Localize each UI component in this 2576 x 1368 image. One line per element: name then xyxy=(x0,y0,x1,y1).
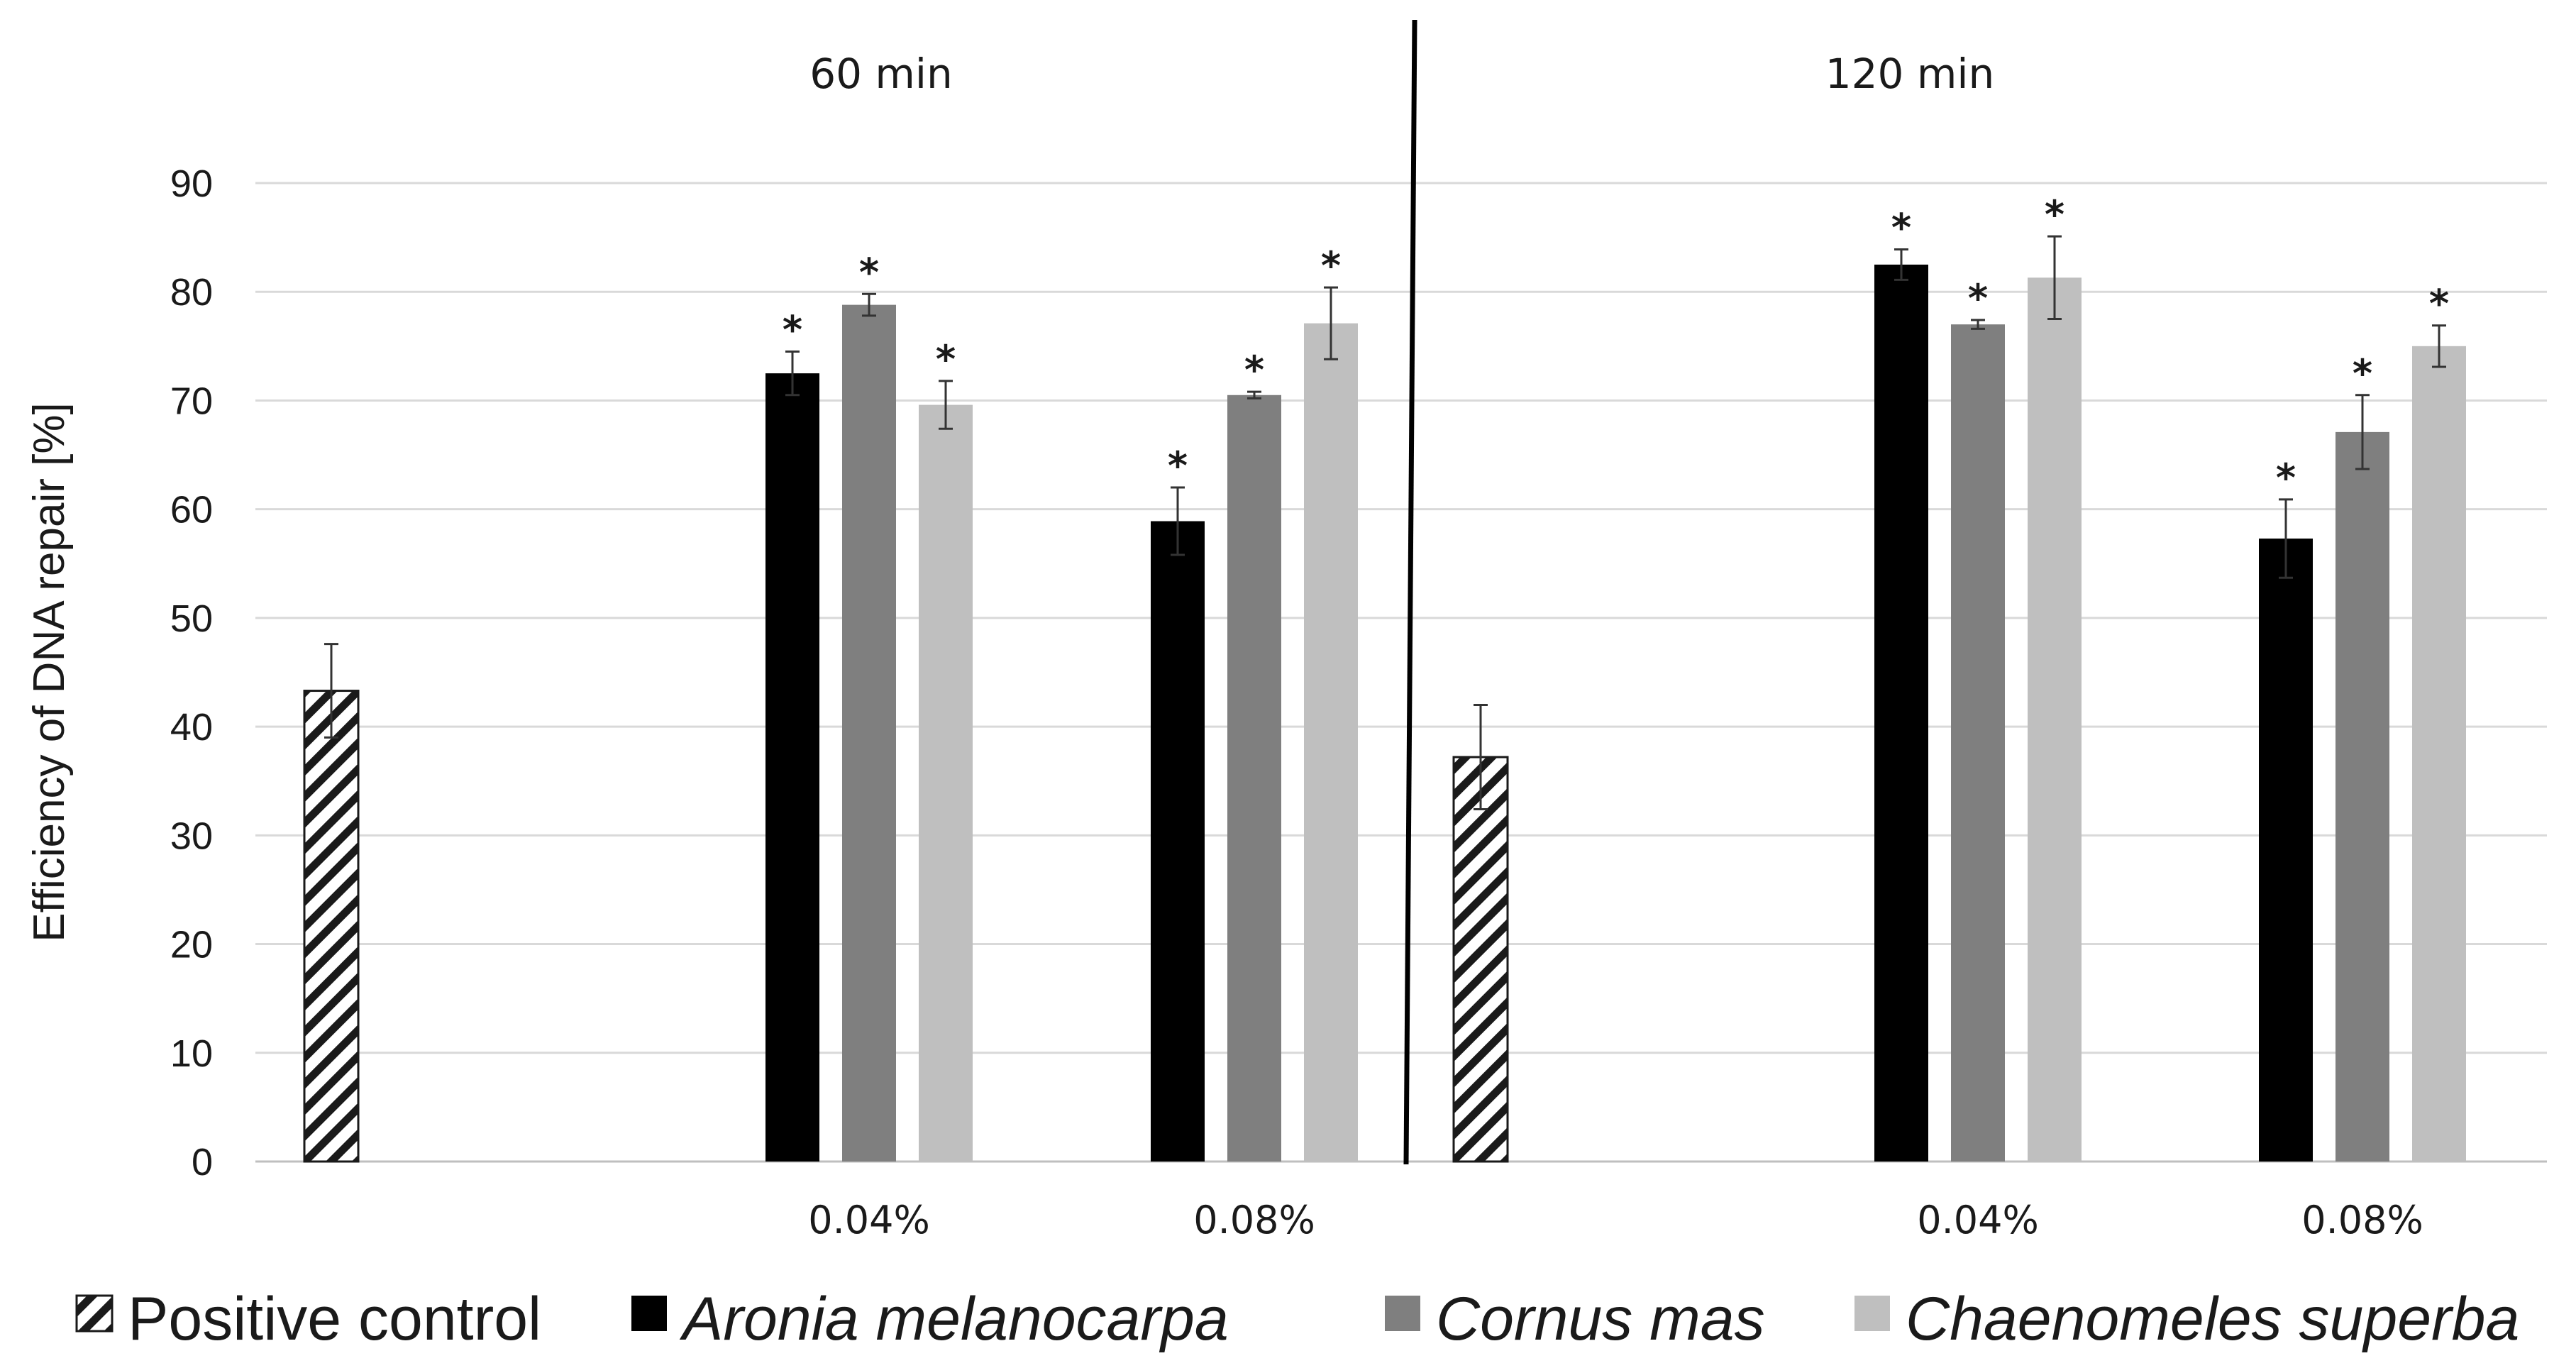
significance-marker: * xyxy=(2276,456,2296,500)
bar xyxy=(2028,277,2082,1162)
bar xyxy=(1151,521,1205,1162)
significance-marker: * xyxy=(1891,205,1911,250)
y-tick-label: 90 xyxy=(170,162,213,205)
panel-label: 60 min xyxy=(809,50,953,98)
significance-marker: * xyxy=(1321,243,1341,288)
y-axis-title: Efficiency of DNA repair [%] xyxy=(25,402,74,942)
legend-label: Positive control xyxy=(128,1285,541,1353)
legend-swatch xyxy=(631,1296,667,1331)
bar xyxy=(1304,323,1358,1162)
bar xyxy=(2412,346,2466,1162)
bars xyxy=(303,235,2466,1163)
x-category-label: 0.04% xyxy=(1917,1198,2039,1242)
y-tick-label: 40 xyxy=(170,706,213,749)
labels: 0 10 20 30 40 50 60 70 80 90 Efficiency of DNA rep… xyxy=(25,50,2449,1242)
y-tick-label: 0 xyxy=(192,1141,213,1184)
significance-marker: * xyxy=(2429,282,2449,326)
bar xyxy=(919,404,973,1162)
legend: Positive control Aronia melanocarpa Cornus… xyxy=(75,1285,2519,1353)
legend-swatch xyxy=(75,1294,114,1333)
axes xyxy=(255,19,2547,1165)
bar xyxy=(303,690,360,1163)
significance-marker: * xyxy=(1168,443,1188,488)
bar xyxy=(765,373,819,1162)
significance-marker: * xyxy=(2353,351,2372,396)
gridlines xyxy=(255,182,2547,1054)
y-tick-label: 10 xyxy=(170,1032,213,1075)
significance-marker: * xyxy=(936,337,956,382)
legend-label: Cornus mas xyxy=(1436,1285,1765,1353)
significance-marker: * xyxy=(2045,192,2064,237)
bar xyxy=(1951,324,2005,1162)
y-tick-label: 20 xyxy=(170,924,213,966)
bar xyxy=(2259,539,2313,1162)
legend-swatch xyxy=(1385,1296,1420,1331)
bar xyxy=(842,304,896,1162)
x-category-label: 0.08% xyxy=(1193,1198,1315,1242)
legend-label: Chaenomeles superba xyxy=(1906,1285,2519,1353)
panel-divider xyxy=(1403,19,1417,1165)
bar xyxy=(2335,431,2389,1162)
y-tick-label: 30 xyxy=(170,815,213,857)
legend-swatch xyxy=(1854,1296,1890,1331)
x-category-label: 0.08% xyxy=(2301,1198,2423,1242)
significance-marker: * xyxy=(1244,348,1264,392)
legend-label: Aronia melanocarpa xyxy=(679,1285,1229,1353)
bar xyxy=(1227,395,1281,1162)
panel-label: 120 min xyxy=(1825,50,1995,98)
y-tick-label: 80 xyxy=(170,271,213,314)
bar xyxy=(1874,264,1928,1162)
significance-marker: * xyxy=(1968,276,1988,321)
y-tick-label: 50 xyxy=(170,597,213,640)
x-category-label: 0.04% xyxy=(808,1198,930,1242)
y-tick-label: 60 xyxy=(170,489,213,531)
y-tick-label: 70 xyxy=(170,380,213,422)
bar xyxy=(1452,756,1509,1163)
significance-marker: * xyxy=(859,250,879,294)
significance-marker: * xyxy=(783,307,802,352)
